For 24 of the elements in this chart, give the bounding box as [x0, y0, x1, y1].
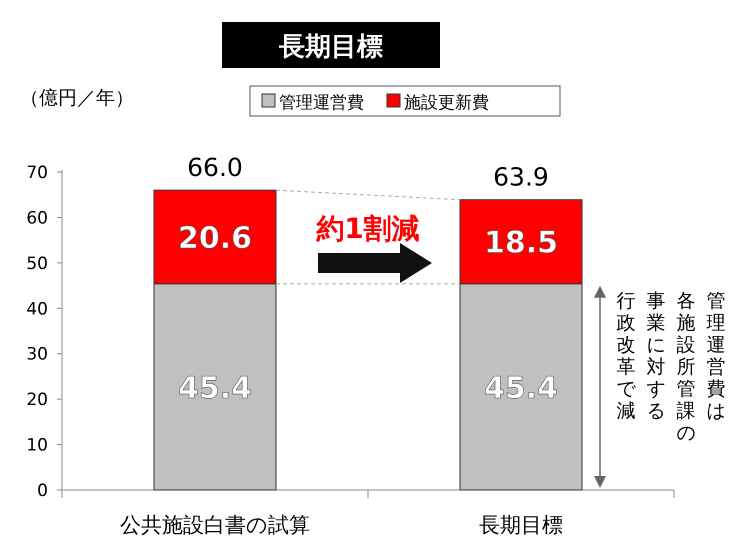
legend-label: 管理運営費 [279, 93, 364, 113]
y-tick-label: 40 [26, 299, 48, 320]
data-label: 20.6 [178, 220, 252, 256]
data-label: 18.5 [484, 226, 558, 261]
total-label: 66.0 [187, 153, 243, 182]
x-tick-label: 公共施設白書の試算 [120, 513, 310, 537]
y-tick-label: 0 [37, 481, 48, 501]
y-axis-title: （億円／年） [20, 87, 134, 109]
text: 各施設所管課の [676, 290, 696, 444]
y-tick-label: 50 [26, 254, 48, 274]
y-tick-label: 60 [26, 208, 48, 228]
y-tick-label: 70 [26, 163, 48, 183]
annotation: 事業に対する [646, 290, 666, 422]
total-label: 63.9 [493, 162, 549, 192]
data-label: 45.4 [484, 370, 558, 406]
legend-label: 施設更新費 [404, 93, 489, 113]
y-tick-label: 30 [26, 344, 48, 365]
data-label: 45.4 [178, 370, 252, 406]
annotation: 約1割減 [315, 212, 420, 245]
y-tick-label: 20 [26, 390, 48, 410]
text: 管理運営費は [706, 290, 726, 422]
annotation: 行政改革で減 [616, 290, 637, 422]
y-tick-label: 10 [26, 436, 48, 456]
chart-title: 長期目標 [278, 32, 383, 62]
